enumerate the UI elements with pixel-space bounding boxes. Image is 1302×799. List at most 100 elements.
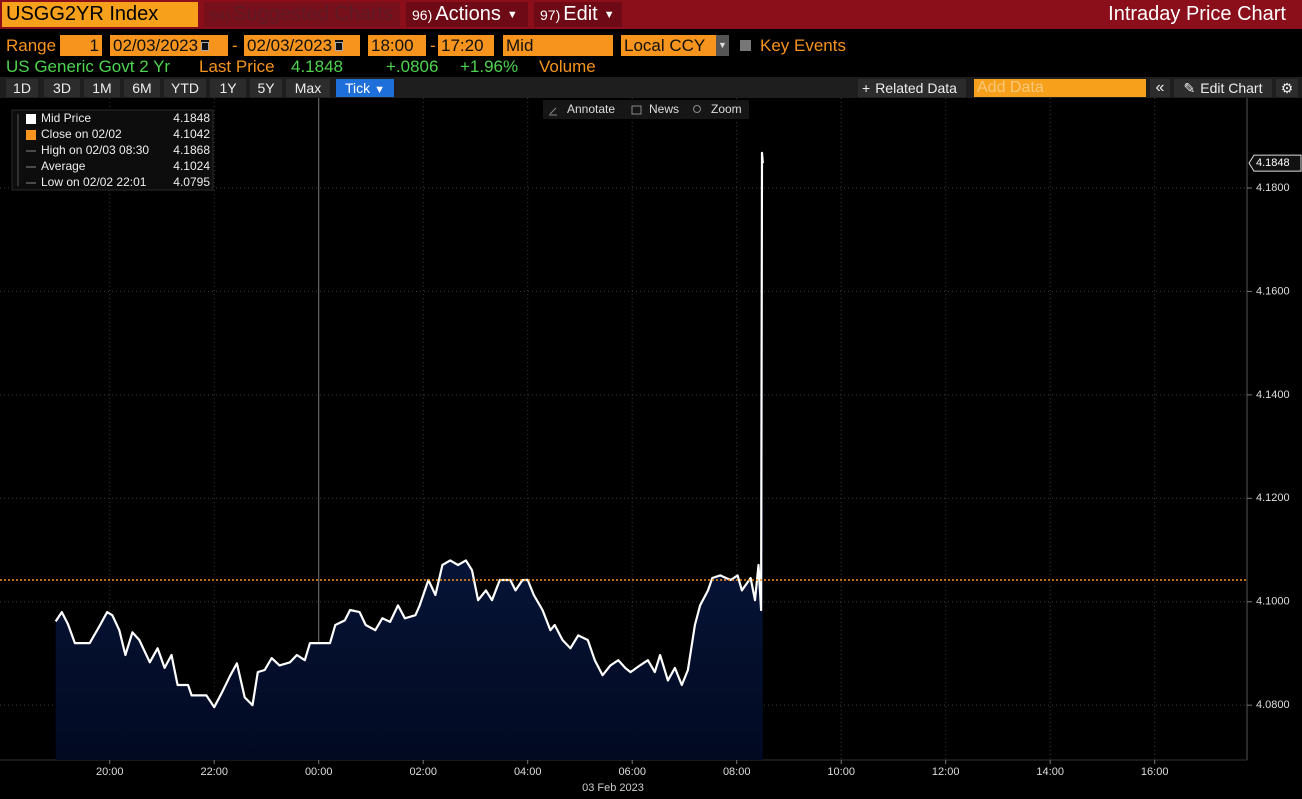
- last-value-label: 4.1848: [1256, 157, 1290, 169]
- calendar-icon: [201, 40, 210, 51]
- menu-num: 96): [412, 7, 433, 23]
- price-area: [55, 152, 763, 761]
- last-price: 4.1848: [291, 57, 343, 76]
- x-date-label: 03 Feb 2023: [582, 782, 644, 794]
- related-data-label: Related Data: [875, 80, 957, 96]
- start-time-field[interactable]: 18:00: [368, 35, 426, 56]
- separator: -: [430, 36, 436, 55]
- zoom-button[interactable]: Zoom: [711, 102, 742, 116]
- period-button[interactable]: 1D: [6, 79, 38, 97]
- x-tick-label: 22:00: [200, 766, 228, 778]
- currency: Local CCY: [624, 36, 706, 55]
- title-bar: USGG2YR Index 94) Suggested Charts 96) Act…: [0, 0, 1302, 29]
- menu-label: Edit: [563, 3, 598, 25]
- legend-value: 4.0795: [173, 175, 210, 189]
- edit-chart-label: Edit Chart: [1200, 80, 1263, 96]
- legend-box: [11, 109, 214, 191]
- key-events-label: Key Events: [760, 36, 846, 55]
- period-button[interactable]: 1Y: [210, 79, 246, 97]
- currency-field[interactable]: Local CCY ▼: [621, 35, 729, 56]
- x-tick-label: 12:00: [932, 766, 960, 778]
- legend-value: 4.1848: [173, 111, 210, 125]
- x-tick-label: 14:00: [1036, 766, 1064, 778]
- x-tick-label: 02:00: [409, 766, 437, 778]
- related-data-button[interactable]: + Related Data: [858, 79, 966, 97]
- period-field[interactable]: 1: [60, 35, 102, 56]
- legend-value: 4.1042: [173, 127, 210, 141]
- news-icon: [631, 105, 642, 115]
- menu-label: Actions: [435, 3, 501, 25]
- end-date: 02/03/2023: [247, 36, 333, 55]
- period-label: Tick: [344, 80, 371, 96]
- price-line: [54, 151, 764, 709]
- menu-suggested[interactable]: 94) Suggested Charts: [204, 2, 400, 27]
- zoom-icon: [693, 105, 701, 113]
- last-price-label: Last Price: [199, 57, 275, 76]
- y-tick-label: 4.1800: [1256, 182, 1290, 194]
- marks: 4.1848: [0, 151, 1302, 761]
- y-tick-label: 4.0800: [1256, 699, 1290, 711]
- caret: ▼: [374, 84, 386, 96]
- menu-label: Suggested Charts: [233, 3, 394, 25]
- period-button[interactable]: YTD: [164, 79, 206, 97]
- news-button[interactable]: News: [649, 102, 679, 116]
- x-tick-label: 00:00: [305, 766, 333, 778]
- grid: 4.0800 4.1000 4.1200 4.1400 4.1600 4.1800 20:0…: [0, 98, 1290, 778]
- period-button[interactable]: 3D: [44, 79, 80, 97]
- tools-bar: [543, 100, 749, 119]
- y-tick-label: 4.1600: [1256, 285, 1290, 297]
- legend-swatch: [26, 114, 36, 124]
- start-date: 02/03/2023: [113, 36, 199, 55]
- x-tick-label: 04:00: [514, 766, 542, 778]
- period-button[interactable]: Max: [286, 79, 330, 97]
- y-tick-label: 4.1400: [1256, 389, 1290, 401]
- legend-label: Average: [41, 159, 86, 173]
- x-tick-label: 20:00: [96, 766, 124, 778]
- legend-label: Close on 02/02: [41, 127, 122, 141]
- add-data-field[interactable]: Add Data: [974, 79, 1146, 97]
- key-events-checkbox[interactable]: [740, 40, 751, 51]
- ticker-field[interactable]: USGG2YR Index: [2, 2, 198, 27]
- plus-icon: +: [862, 80, 871, 96]
- last-value-box: [1248, 154, 1302, 172]
- y-tick-label: 4.1200: [1256, 492, 1290, 504]
- period-button[interactable]: 5Y: [250, 79, 282, 97]
- change-pct: +1.96%: [460, 57, 519, 76]
- settings-button[interactable]: ⚙: [1276, 79, 1298, 97]
- legend-label: Low on 02/02 22:01: [41, 175, 147, 189]
- security-name: US Generic Govt 2 Yr: [6, 57, 171, 76]
- start-date-field[interactable]: 02/03/2023: [110, 35, 228, 56]
- caret: ▼: [506, 9, 518, 21]
- chart-tools: Annotate News Zoom: [543, 100, 749, 119]
- menu-actions[interactable]: 96) Actions ▼: [406, 2, 528, 27]
- period-button[interactable]: 1M: [84, 79, 120, 97]
- page-title: Intraday Price Chart: [1108, 3, 1286, 25]
- period-button[interactable]: 6M: [124, 79, 160, 97]
- end-time-field[interactable]: 17:20: [438, 35, 494, 56]
- legend-label: Mid Price: [41, 111, 91, 125]
- x-tick-label: 06:00: [618, 766, 646, 778]
- legend-value: 4.1868: [173, 143, 210, 157]
- annotate-button[interactable]: Annotate: [567, 102, 615, 116]
- legend-swatch: [26, 130, 36, 140]
- legend-label: High on 02/03 08:30: [41, 143, 149, 157]
- x-tick-label: 08:00: [723, 766, 751, 778]
- end-date-field[interactable]: 02/03/2023: [244, 35, 360, 56]
- edit-chart-button[interactable]: ✎ Edit Chart: [1174, 79, 1272, 97]
- annotate-icon: [549, 107, 557, 116]
- menu-num: 97): [540, 7, 561, 23]
- price-type-field[interactable]: Mid: [503, 35, 613, 56]
- x-tick-label: 10:00: [827, 766, 855, 778]
- change: +.0806: [386, 57, 439, 76]
- collapse-button[interactable]: «: [1150, 79, 1170, 97]
- legend: Mid Price 4.1848 Close on 02/02 4.1042 High …: [11, 109, 214, 191]
- toolbar: 1D 3D 1M 6M YTD 1Y 5Y Max Tick ▼ + Related…: [0, 77, 1302, 98]
- volume-label: Volume: [539, 57, 596, 76]
- x-tick-label: 16:00: [1141, 766, 1169, 778]
- calendar-icon: [335, 40, 344, 51]
- menu-edit[interactable]: 97) Edit ▼: [534, 2, 622, 27]
- period-button-selected[interactable]: Tick ▼: [336, 79, 394, 97]
- menu-num: 94): [210, 7, 231, 23]
